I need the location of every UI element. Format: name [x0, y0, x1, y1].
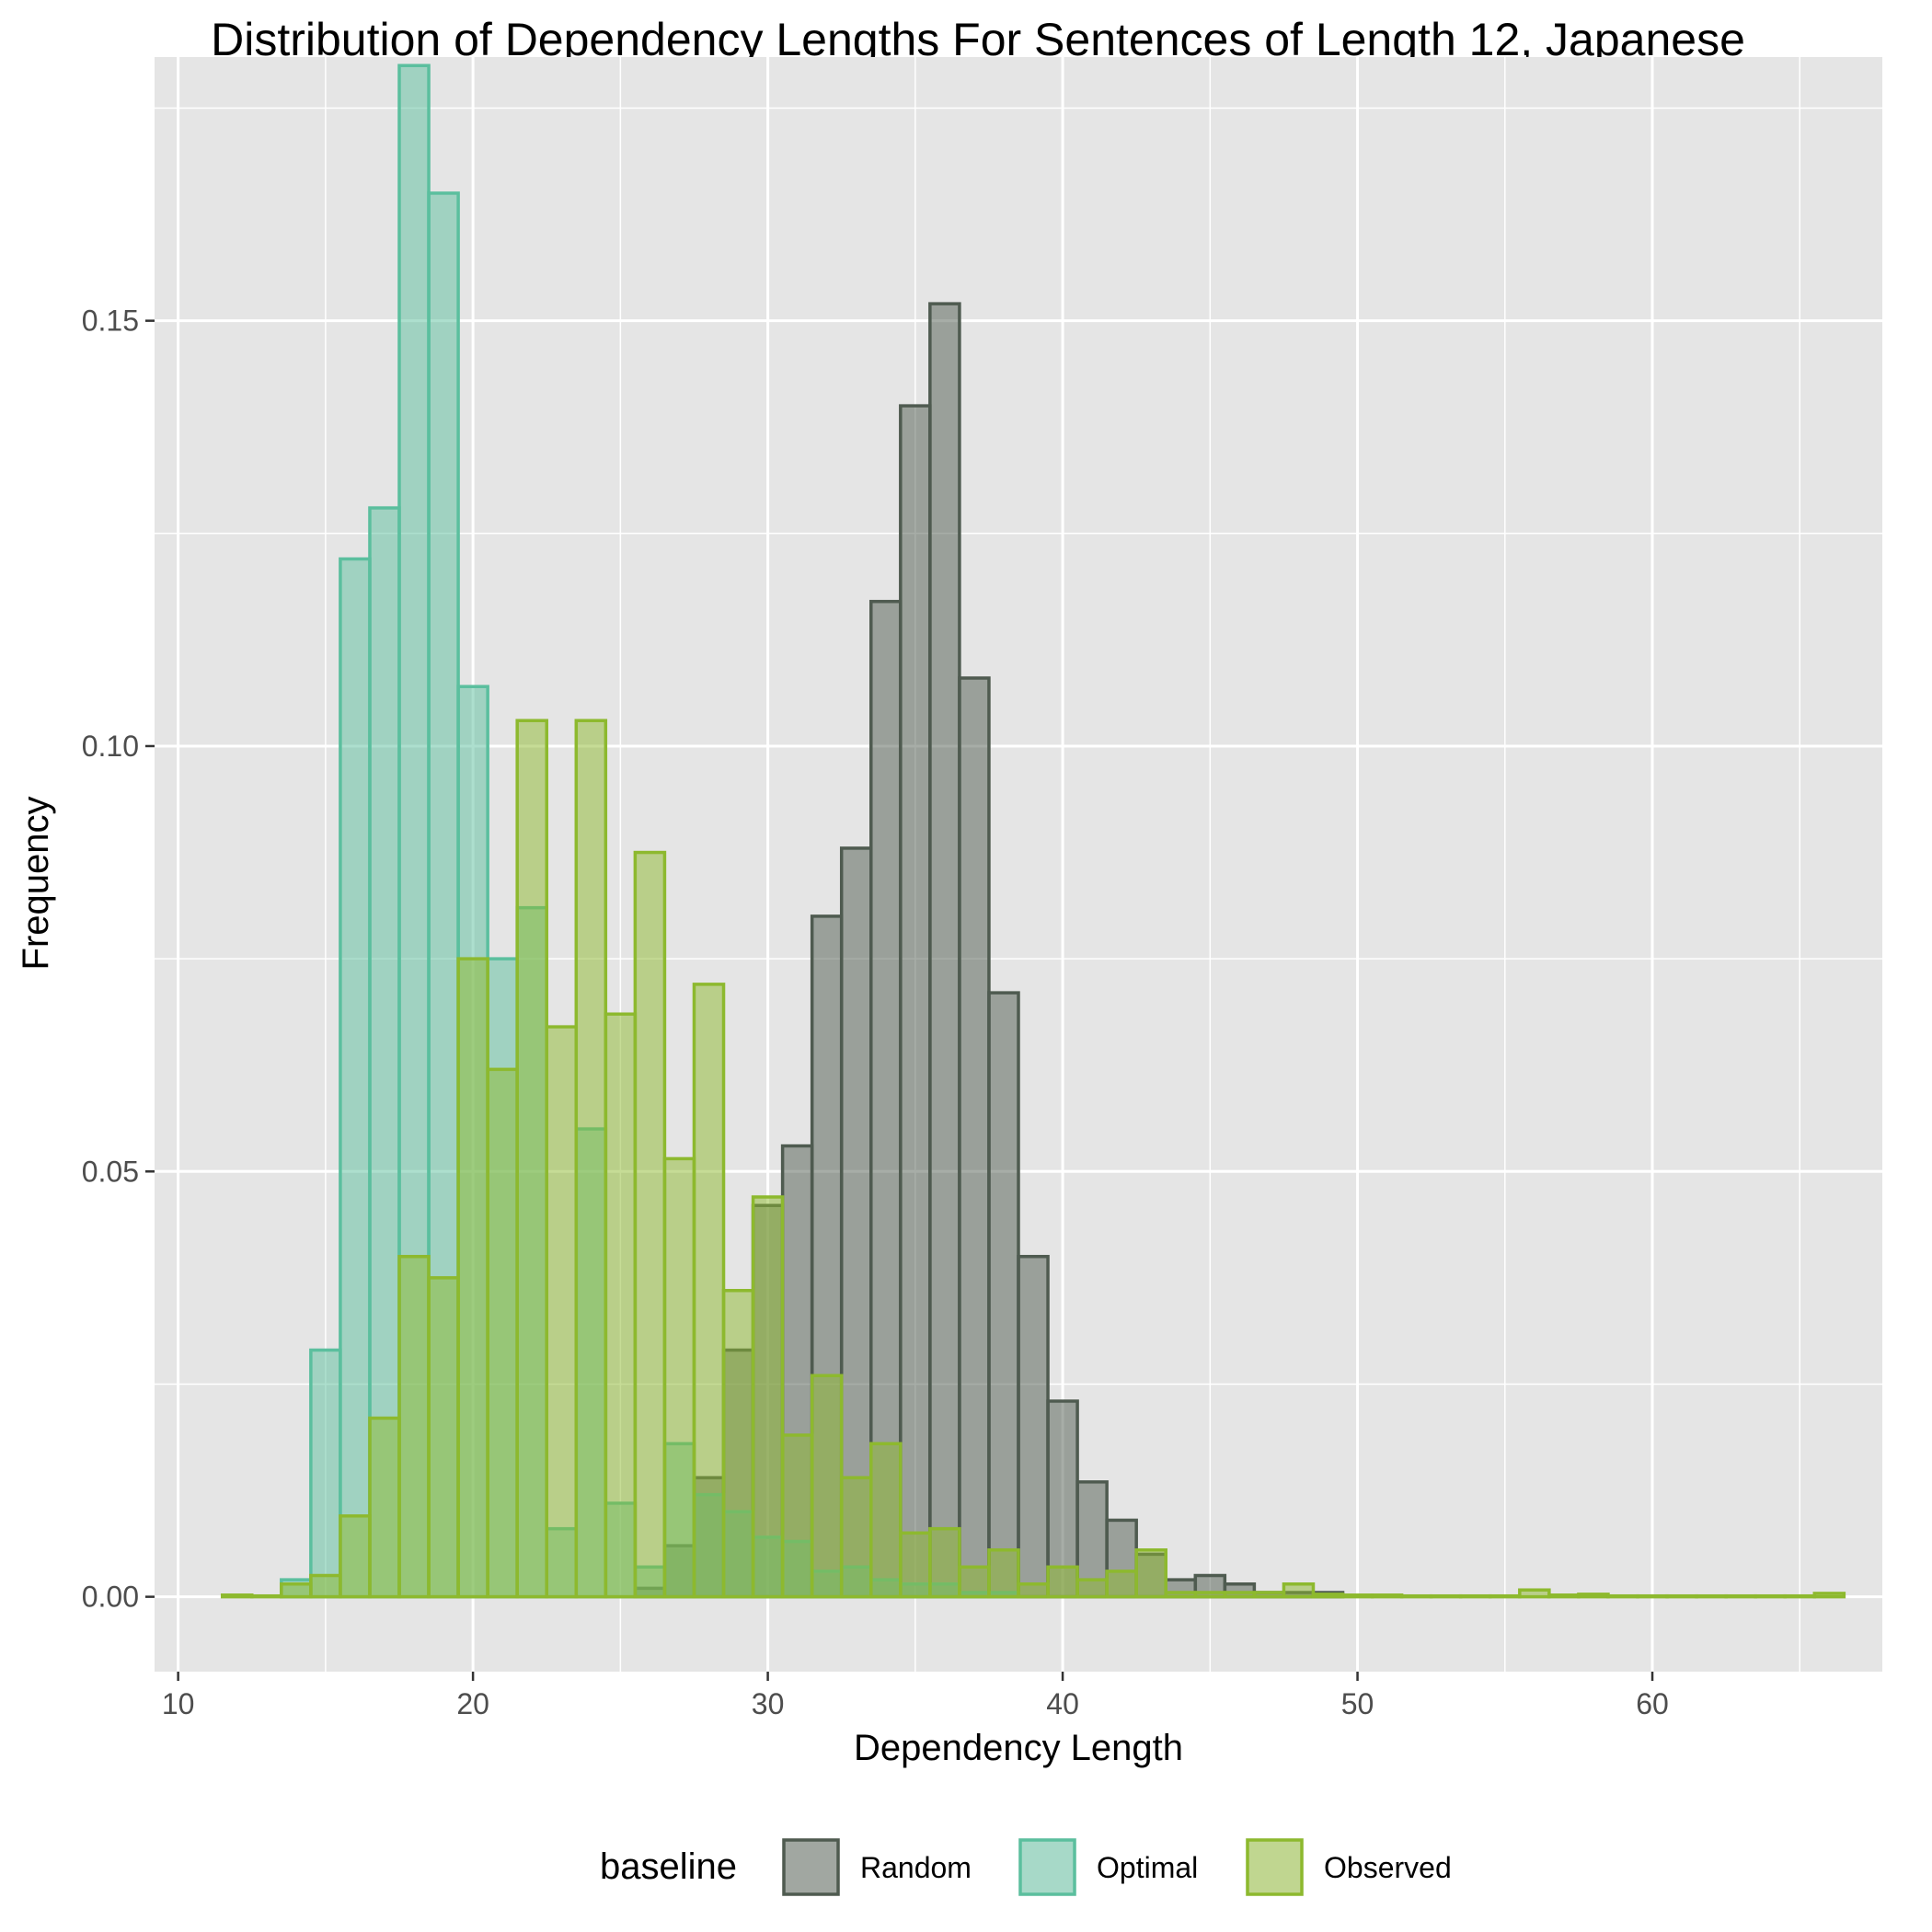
- legend-key-random: [782, 1838, 840, 1896]
- x-tick-label: 50: [1341, 1687, 1374, 1720]
- observed-bar: [1812, 1592, 1846, 1599]
- observed-bar: [1252, 1591, 1286, 1599]
- x-tick-label: 40: [1046, 1687, 1079, 1720]
- observed-bar: [220, 1593, 254, 1599]
- observed-bar: [1458, 1593, 1492, 1599]
- random-bar: [928, 302, 961, 1599]
- legend-title: baseline: [600, 1846, 737, 1887]
- observed-bar: [1134, 1548, 1167, 1599]
- observed-bar: [751, 1195, 785, 1599]
- observed-bar: [456, 957, 489, 1599]
- series-observed: [220, 719, 1846, 1599]
- observed-bar: [633, 850, 667, 1599]
- observed-bar: [1105, 1570, 1138, 1599]
- chart-title: Distribution of Dependency Lengths For S…: [211, 14, 1745, 65]
- random-bar: [987, 991, 1020, 1599]
- x-tick-label: 30: [752, 1687, 785, 1720]
- observed-bar: [928, 1526, 961, 1599]
- random-bar: [1017, 1255, 1050, 1599]
- observed-bar: [1695, 1593, 1728, 1599]
- optimal-bar: [339, 557, 372, 1599]
- observed-bar: [368, 1416, 401, 1599]
- y-tick-label: 0.05: [82, 1155, 139, 1188]
- legend-label-random: Random: [860, 1851, 972, 1884]
- observed-bar: [1311, 1593, 1345, 1599]
- observed-bar: [1665, 1593, 1698, 1599]
- observed-bar: [1577, 1593, 1610, 1599]
- observed-bar: [958, 1565, 991, 1599]
- legend-key-optimal: [1018, 1838, 1076, 1896]
- observed-bar: [1046, 1565, 1079, 1599]
- observed-bar: [662, 1156, 696, 1599]
- observed-bar: [1754, 1593, 1787, 1599]
- observed-bar: [604, 1012, 638, 1599]
- observed-bar: [1223, 1591, 1257, 1599]
- x-axis: 10 20 30 40 50 60: [162, 1672, 1669, 1720]
- observed-bar: [280, 1582, 313, 1599]
- observed-bar: [1340, 1593, 1374, 1599]
- observed-bar: [780, 1433, 814, 1599]
- legend-key-observed: [1246, 1838, 1304, 1896]
- random-bar: [869, 600, 903, 1599]
- legend-items: Random Optimal Observed: [782, 1838, 1452, 1896]
- optimal-bar: [368, 506, 401, 1599]
- observed-bar: [1164, 1591, 1198, 1599]
- y-axis: 0.00 0.05 0.10 0.15: [82, 305, 155, 1614]
- random-bar: [839, 846, 873, 1599]
- legend-label-observed: Observed: [1324, 1851, 1452, 1884]
- observed-bar: [987, 1548, 1020, 1599]
- observed-bar: [1724, 1593, 1757, 1599]
- random-bar: [958, 676, 991, 1599]
- legend-label-optimal: Optimal: [1097, 1851, 1198, 1884]
- observed-bar: [1606, 1593, 1639, 1599]
- observed-bar: [574, 719, 608, 1599]
- observed-bar: [486, 1067, 519, 1599]
- optimal-bar: [309, 1348, 342, 1599]
- random-bar: [899, 404, 932, 1599]
- observed-bar: [1370, 1593, 1404, 1599]
- y-axis-title: Frequency: [16, 797, 56, 971]
- observed-bar: [427, 1276, 460, 1599]
- observed-bar: [839, 1476, 873, 1599]
- y-tick-label: 0.15: [82, 305, 139, 338]
- x-axis-title: Dependency Length: [854, 1728, 1183, 1768]
- observed-bar: [1075, 1578, 1109, 1599]
- y-tick-label: 0.00: [82, 1581, 139, 1614]
- y-tick-label: 0.10: [82, 730, 139, 763]
- observed-bar: [1636, 1593, 1669, 1599]
- legend: baseline Random Optimal Observed: [600, 1838, 1452, 1896]
- observed-bar: [1017, 1582, 1050, 1599]
- observed-bar: [721, 1289, 755, 1599]
- observed-bar: [899, 1531, 932, 1599]
- observed-bar: [309, 1573, 342, 1599]
- observed-bar: [339, 1514, 372, 1599]
- observed-bar: [250, 1593, 283, 1599]
- observed-bar: [1429, 1593, 1463, 1599]
- observed-bar: [1489, 1593, 1522, 1599]
- observed-bar: [1193, 1591, 1227, 1599]
- observed-bar: [869, 1442, 903, 1599]
- histogram-bars: [220, 63, 1846, 1599]
- observed-bar: [1547, 1593, 1581, 1599]
- x-tick-label: 20: [456, 1687, 489, 1720]
- observed-bar: [692, 983, 726, 1599]
- observed-bar: [810, 1374, 844, 1599]
- x-tick-label: 60: [1636, 1687, 1669, 1720]
- observed-bar: [515, 719, 548, 1599]
- observed-bar: [1783, 1593, 1817, 1599]
- observed-bar: [1518, 1588, 1551, 1599]
- observed-bar: [1282, 1582, 1316, 1599]
- observed-bar: [1399, 1593, 1433, 1599]
- observed-bar: [397, 1255, 431, 1599]
- x-tick-label: 10: [162, 1687, 195, 1720]
- observed-bar: [545, 1025, 579, 1599]
